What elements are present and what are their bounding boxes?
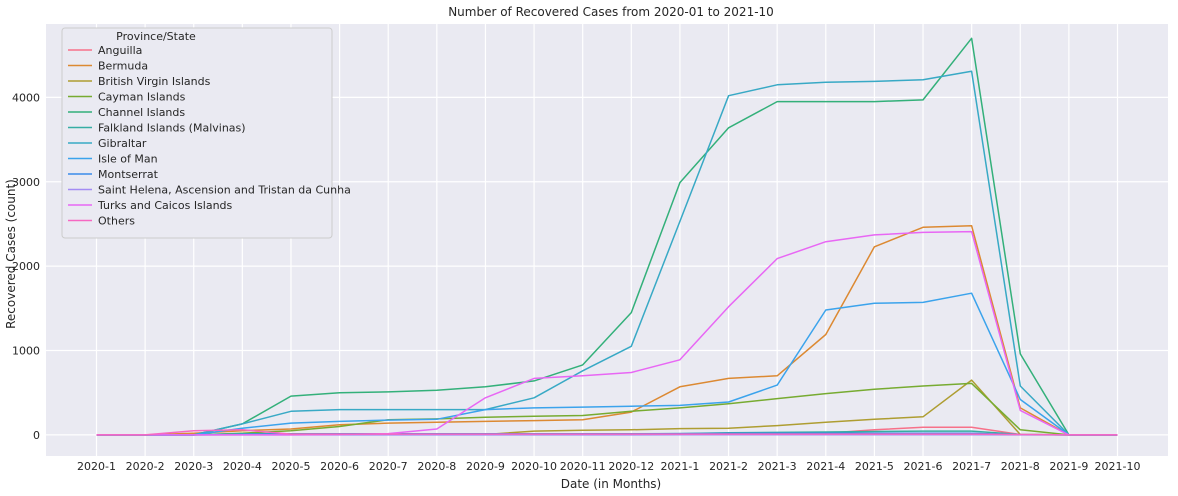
x-tick-label: 2020-12 xyxy=(608,460,654,473)
series-line-channel-islands xyxy=(96,37,1118,436)
x-tick-label: 2020-3 xyxy=(174,460,213,473)
y-tick-label: 1000 xyxy=(12,345,40,358)
series-line-turks-and-caicos-islands xyxy=(96,230,1118,436)
x-tick-label: 2021-9 xyxy=(1049,460,1088,473)
x-tick-label: 2020-9 xyxy=(466,460,505,473)
legend-entry-label: Channel Islands xyxy=(98,106,185,119)
legend-entry-label: Saint Helena, Ascension and Tristan da C… xyxy=(98,184,351,197)
x-tick-label: 2021-10 xyxy=(1095,460,1141,473)
y-tick-label: 2000 xyxy=(12,260,40,273)
legend-entry-label: Bermuda xyxy=(98,60,148,73)
y-tick-label: 0 xyxy=(33,429,40,442)
series-line-bermuda xyxy=(96,224,1118,436)
x-tick-label: 2020-4 xyxy=(223,460,262,473)
x-tick-label: 2020-10 xyxy=(511,460,557,473)
x-tick-label: 2021-1 xyxy=(660,460,699,473)
x-tick-label: 2020-5 xyxy=(271,460,310,473)
legend: Province/State Anguilla Bermuda British Vi… xyxy=(61,27,351,239)
x-tick-label: 2021-6 xyxy=(904,460,943,473)
legend-entry-label: Montserrat xyxy=(98,168,159,181)
legend-entry-label: Isle of Man xyxy=(98,153,158,166)
x-tick-label: 2021-3 xyxy=(758,460,797,473)
x-tick-label: 2020-6 xyxy=(320,460,359,473)
x-tick-label: 2021-7 xyxy=(952,460,991,473)
x-tick-label: 2021-8 xyxy=(1001,460,1040,473)
legend-entry-label: Cayman Islands xyxy=(98,91,186,104)
legend-entry-label: Turks and Caicos Islands xyxy=(97,199,233,212)
x-tick-label: 2020-2 xyxy=(126,460,165,473)
x-tick-label: 2021-2 xyxy=(709,460,748,473)
legend-entry-label: British Virgin Islands xyxy=(98,75,211,88)
legend-entry-label: Falkland Islands (Malvinas) xyxy=(98,122,246,135)
x-tick-label: 2020-8 xyxy=(417,460,456,473)
legend-frame xyxy=(61,27,333,239)
legend-entry-label: Gibraltar xyxy=(98,137,147,150)
x-tick-labels: 2020-1 2020-2 2020-3 2020-4 2020-5 2020-6 2020… xyxy=(77,460,1140,473)
legend-entry-label: Others xyxy=(98,215,135,228)
chart-title: Number of Recovered Cases from 2020-01 t… xyxy=(448,5,774,19)
series-line-gibraltar xyxy=(96,70,1118,436)
y-tick-labels: 0 1000 2000 3000 4000 xyxy=(12,91,40,442)
x-tick-label: 2020-1 xyxy=(77,460,116,473)
y-axis-title: Recovered Cases (count) xyxy=(4,179,18,329)
series-lines xyxy=(96,37,1118,436)
y-tick-label: 4000 xyxy=(12,91,40,104)
series-line-others xyxy=(96,429,1118,436)
y-tick-label: 3000 xyxy=(12,176,40,189)
x-tick-label: 2021-5 xyxy=(855,460,894,473)
x-tick-label: 2020-11 xyxy=(560,460,606,473)
x-tick-label: 2021-4 xyxy=(806,460,845,473)
legend-title: Province/State xyxy=(116,30,196,43)
x-tick-label: 2020-7 xyxy=(369,460,408,473)
series-line-isle-of-man xyxy=(96,292,1118,436)
x-axis-title: Date (in Months) xyxy=(561,477,661,491)
legend-entry-label: Anguilla xyxy=(98,44,142,57)
